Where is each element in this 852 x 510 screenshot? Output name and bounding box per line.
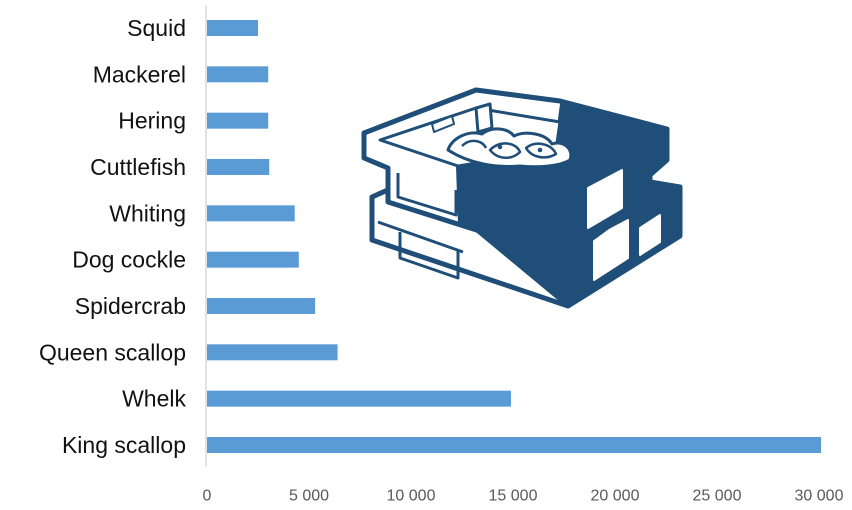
bar [207, 298, 316, 314]
category-labels: Squid Mackerel Hering Cuttlefish Whiting Dog … [39, 15, 187, 458]
bars-group [207, 20, 822, 453]
x-tick-label: 0 [203, 488, 212, 505]
bar [207, 205, 295, 222]
bar [207, 437, 822, 453]
x-tick-label: 25 000 [693, 488, 742, 505]
category-label: Cuttlefish [90, 154, 186, 180]
bar [207, 390, 511, 407]
category-label: Hering [118, 108, 186, 134]
fish-crates-icon [361, 87, 683, 309]
category-label: King scallop [62, 432, 186, 458]
category-label: Queen scallop [39, 339, 186, 365]
category-label: Whelk [122, 386, 186, 412]
bar [207, 66, 269, 83]
bar [207, 159, 270, 175]
category-label: Spidercrab [75, 293, 186, 319]
category-label: Mackerel [93, 61, 186, 87]
bar [207, 251, 299, 268]
x-tick-label: 5 000 [289, 488, 329, 505]
bar [207, 20, 258, 36]
x-tick-label: 10 000 [387, 488, 436, 505]
x-tick-labels: 0 5 000 10 000 15 000 20 000 25 000 30 000 [203, 488, 844, 505]
bar [207, 344, 338, 361]
x-tick-label: 20 000 [591, 488, 640, 505]
bar [207, 112, 269, 129]
category-label: Squid [127, 15, 186, 41]
category-label: Whiting [109, 200, 186, 226]
x-tick-label: 15 000 [489, 488, 538, 505]
x-tick-label: 30 000 [795, 488, 844, 505]
category-label: Dog cockle [72, 247, 186, 273]
